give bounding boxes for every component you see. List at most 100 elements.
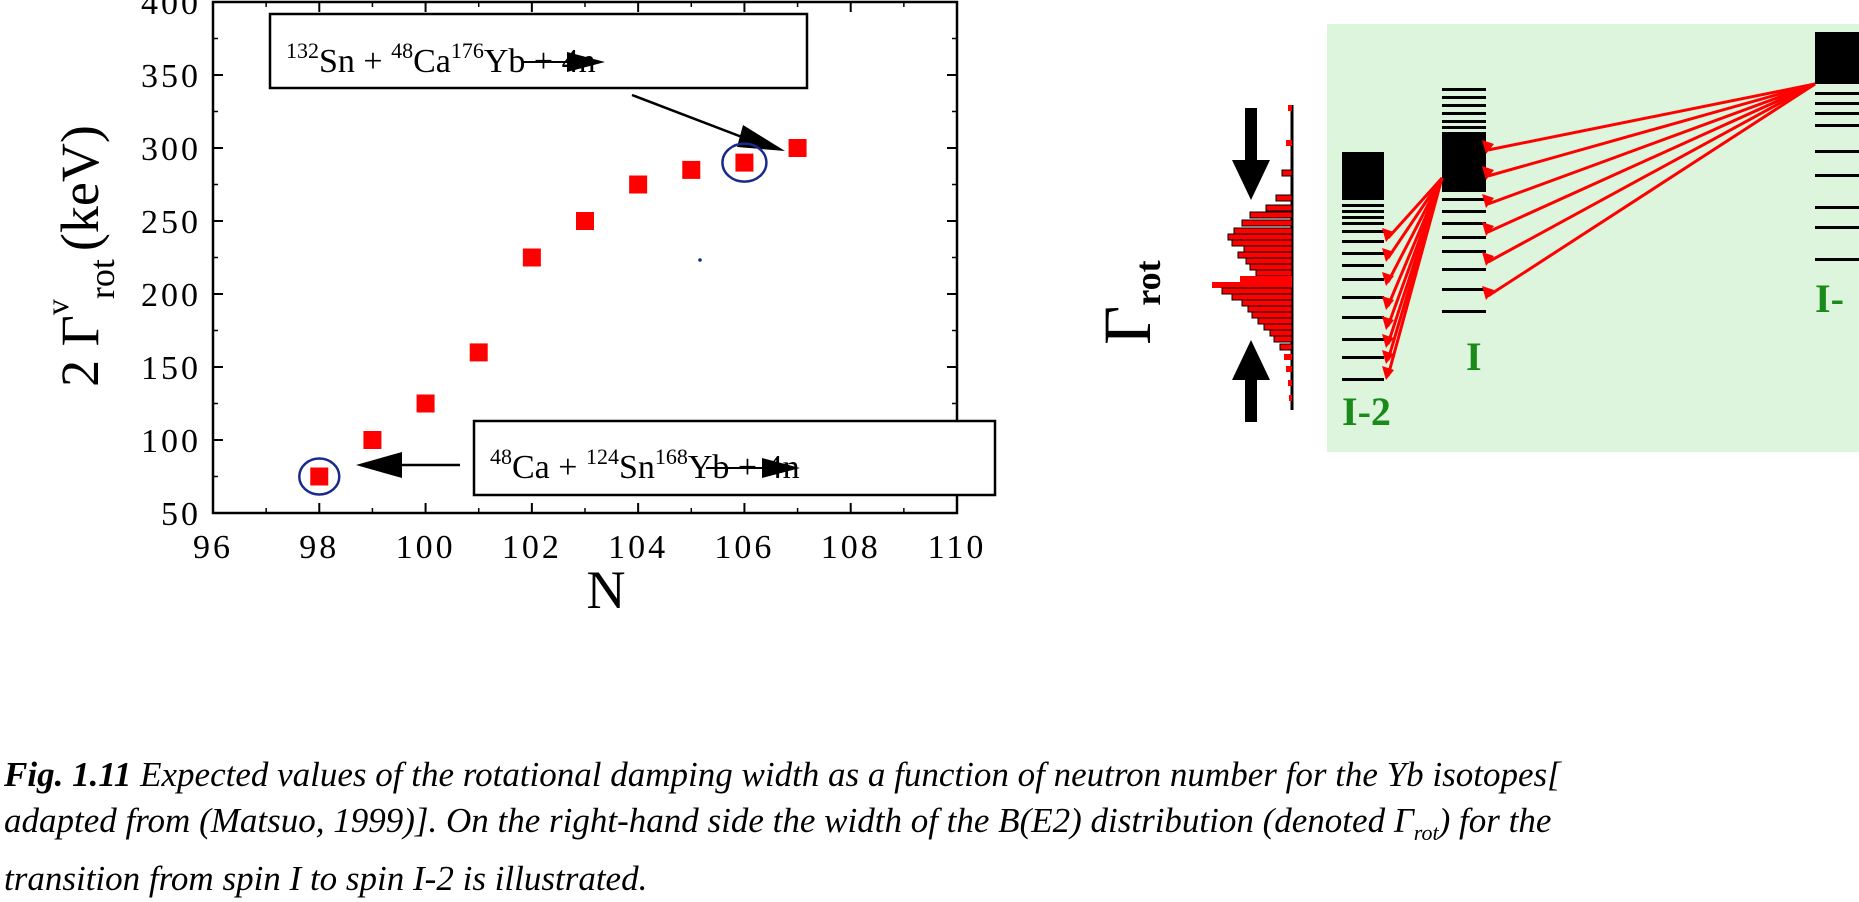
energy-level [1815,150,1859,153]
annotation-upper-text: 132Sn + 48Ca176Yb + 4n [286,38,596,80]
highlight-circle-lower [298,457,341,496]
energy-level [1342,316,1384,319]
energy-level [1342,296,1384,299]
histogram-bar [1240,276,1292,282]
x-tick-label: 96 [193,529,233,566]
data-point [363,431,382,449]
energy-level [1815,112,1859,115]
histogram-bar [1221,287,1293,295]
transition-arrow [1487,82,1816,178]
transition-arrowhead [1382,228,1394,242]
data-points [310,139,807,486]
energy-level [1442,104,1486,107]
level-label-i-minus: I- [1815,276,1844,321]
histogram-bar [1245,257,1293,265]
caption-text-2a: adapted from (Matsuo, 1999)]. On the rig… [4,801,1394,840]
histogram-bar [1249,211,1293,219]
transition-arrows [1382,82,1816,380]
histogram-bar [1273,335,1293,343]
transition-arrowhead [1382,248,1394,262]
gamma-rot-label: Γrot [1089,260,1168,345]
y-axis-label-prefix: 2 Γ [50,315,110,387]
energy-level [1815,124,1859,127]
caption-text-2b: ) for the [1438,801,1552,840]
reaction-arrow-upper [523,52,605,72]
transition-arrowhead [1382,366,1394,380]
transition-arrow [1487,82,1816,152]
energy-level [1442,288,1486,291]
x-tick-label: 106 [714,529,774,566]
histogram-bar [1249,263,1293,271]
histogram-bar [1286,140,1292,146]
energy-level [1442,250,1486,253]
data-point [469,343,488,362]
scatter-chart: 50 100 150 200 250 300 350 400 96 98 100 102 104 106… [39,0,997,620]
energy-level [1342,356,1384,359]
transition-arrowhead [1482,194,1494,208]
histogram-bar [1269,329,1293,337]
energy-level [1342,210,1384,213]
energy-level [1442,96,1486,99]
transition-arrowhead [1382,334,1394,348]
caption-gamma-sub: rot [1413,820,1439,845]
transition-arrow [1487,82,1816,206]
y-axis-label-sup: v [39,299,75,315]
energy-level [1442,198,1486,201]
x-axis-ticks: 96 98 100 102 104 106 108 110 [193,2,987,566]
caption-line-1: Fig. 1.11 Expected values of the rotatio… [4,752,1854,798]
histogram-bar [1275,194,1293,202]
histogram-bar [1233,227,1293,235]
energy-level [1815,92,1859,95]
transition-arrowhead [1382,350,1394,364]
energy-level [1442,222,1486,225]
histogram-bar [1257,317,1293,325]
transition-arrow [1386,176,1444,240]
y-axis-label-sub: rot [82,259,122,299]
y-tick-label: 100 [141,423,201,460]
x-tick-label: 104 [608,529,668,566]
transition-arrowhead [1382,272,1394,286]
transition-arrow [1386,177,1444,283]
histogram-bar [1241,219,1293,227]
y-axis-label: 2 Γvrot (keV) [39,125,122,387]
x-tick-label: 102 [502,529,562,566]
bE2-distribution-histogram [1212,105,1293,401]
energy-level [1342,264,1384,267]
energy-level [1442,236,1486,239]
x-tick-label: 98 [299,529,339,566]
figure-canvas: 50 100 150 200 250 300 350 400 96 98 100 102 104 106… [39,0,1859,620]
x-tick-label: 110 [928,529,987,566]
histogram-bar [1247,305,1293,313]
data-point [522,248,541,267]
y-axis-ticks: 50 100 150 200 250 300 350 400 [141,0,957,533]
energy-level [1342,216,1384,219]
energy-level [1442,310,1486,313]
histogram-bar [1284,354,1292,360]
energy-level [1815,102,1859,105]
level-band [1815,32,1859,84]
stray-dot [698,258,702,262]
width-arrow-up [1232,340,1270,422]
y-tick-label: 350 [141,58,201,95]
transition-arrow [1487,82,1816,234]
histogram-bar [1231,293,1293,301]
data-point [735,153,754,172]
histogram-bar [1227,233,1293,241]
transition-arrowhead [1482,140,1494,154]
y-axis-label-suffix: (keV) [50,125,110,251]
histogram-bar [1241,299,1293,307]
figure-caption: Fig. 1.11 Expected values of the rotatio… [4,752,1854,902]
transition-arrow [1386,177,1444,259]
y-tick-label: 150 [141,350,201,387]
caption-gamma: Γ [1393,801,1414,840]
annotation-upper-box [268,12,809,90]
pointer-arrow-lower [356,452,460,478]
annotation-lower-box [472,419,997,497]
energy-level [1815,174,1859,177]
energy-level [1442,120,1486,123]
transition-arrowhead [1482,286,1494,300]
energy-level [1342,222,1384,225]
transition-arrowhead [1382,316,1394,330]
transition-arrow [1487,82,1816,264]
energy-level [1815,226,1859,229]
